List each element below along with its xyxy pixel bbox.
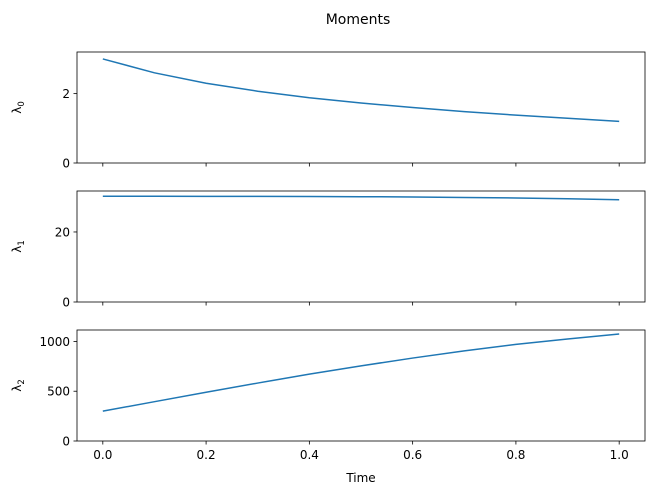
subplot-1: 0 20 λ1 — [10, 190, 646, 310]
chart-title: Moments — [326, 12, 391, 28]
y-axis-label-1: λ1 — [10, 240, 27, 253]
subplot-0: 0 2 λ0 — [10, 51, 646, 171]
y-tick-label-1-20: 20 — [55, 225, 70, 239]
y-tick-label-2-0: 0 — [62, 435, 70, 449]
x-tick-label-0.6: 0.6 — [403, 448, 422, 462]
x-axis-label: Time — [345, 471, 375, 485]
x-tick-label-1.0: 1.0 — [610, 448, 629, 462]
y-tick-label-1-0: 0 — [62, 296, 70, 310]
y-tick-label-2-500: 500 — [47, 385, 70, 399]
subplots: 0 2 λ0 0 20 λ1 0 500 1000 0.0 0.2 0.4 0.6 0.8 1.0 λ2 — [10, 51, 646, 462]
axes-frame-1 — [76, 190, 646, 303]
y-axis-label-0: λ0 — [10, 101, 27, 114]
axes-frame-2 — [76, 329, 646, 442]
axes-frame-0 — [76, 51, 646, 164]
y-axis-label-2: λ2 — [10, 379, 27, 392]
x-tick-label-0.0: 0.0 — [93, 448, 112, 462]
subplot-2: 0 500 1000 0.0 0.2 0.4 0.6 0.8 1.0 λ2 — [10, 329, 646, 462]
series-line-0 — [102, 58, 620, 123]
series-line-1 — [102, 195, 620, 201]
x-tick-label-0.8: 0.8 — [506, 448, 525, 462]
x-tick-label-0.2: 0.2 — [197, 448, 216, 462]
y-tick-label-0-2: 2 — [62, 87, 70, 101]
series-line-2 — [102, 333, 620, 412]
y-tick-label-2-1000: 1000 — [39, 335, 70, 349]
y-tick-label-0-0: 0 — [62, 157, 70, 171]
x-tick-label-0.4: 0.4 — [300, 448, 319, 462]
